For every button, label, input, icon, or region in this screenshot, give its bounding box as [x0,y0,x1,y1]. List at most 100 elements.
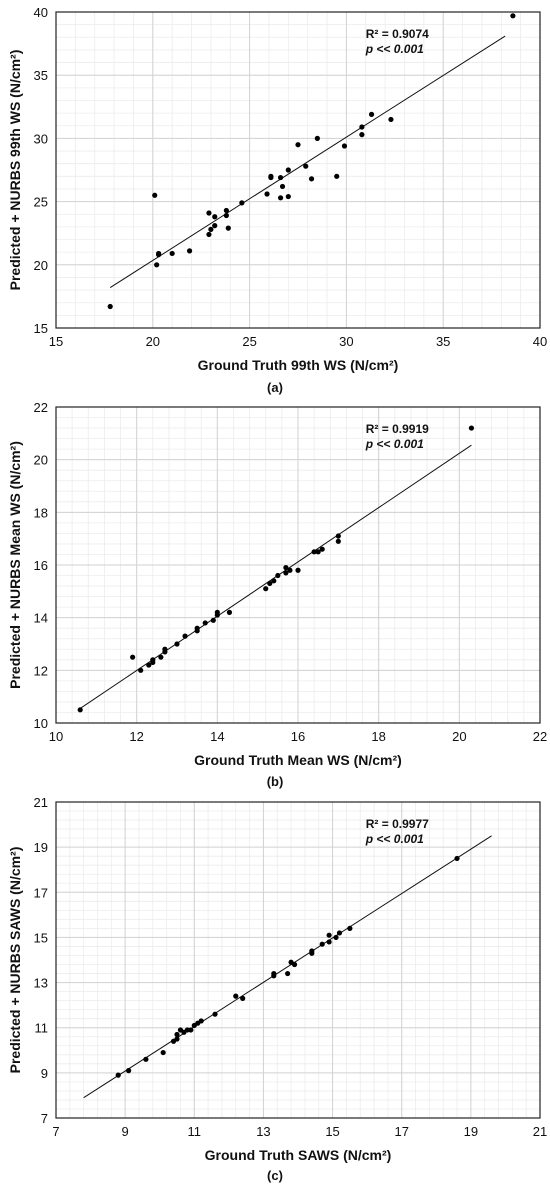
data-point [146,662,152,668]
x-tick-label: 14 [210,729,224,744]
x-tick-label: 30 [339,334,353,349]
data-point [182,633,188,639]
data-point [212,1011,218,1017]
chart-panel-a: 15 20 25 30 35 40 15 20 25 30 35 40 Ground Truth 99t… [0,0,550,395]
data-point [295,142,301,148]
x-axis-title: Ground Truth Mean WS (N/cm²) [194,752,402,768]
data-point [160,1049,166,1056]
x-tick-label: 35 [436,334,450,349]
data-point [359,124,365,130]
x-tick-label: 18 [371,729,385,744]
y-tick-label: 9 [41,1066,48,1081]
p-value-label: p << 0.001 [365,437,424,451]
data-point [295,567,301,573]
data-point [335,538,341,544]
data-point [454,855,460,862]
plot-frame [55,406,541,724]
x-tick-label: 20 [452,729,466,744]
x-tick-label: 15 [325,1124,339,1139]
scatter-chart-b: 10 12 14 16 18 20 22 10 12 14 16 18 20 22 Ground Truth… [7,400,547,768]
data-point [388,116,394,123]
data-point [107,303,113,310]
y-tick-label: 11 [35,1021,49,1036]
data-point [285,193,291,200]
data-point [275,572,281,579]
data-point [115,1072,121,1078]
regression-line [77,444,472,711]
data-point [347,925,353,931]
data-point [174,641,180,647]
y-tick-label: 30 [34,131,48,146]
regression-line [109,35,506,288]
data-point [283,570,289,576]
data-point [239,200,245,206]
y-tick-label: 22 [34,400,48,415]
r-squared-label: R² = 0.9977 [366,817,429,831]
data-point [212,214,218,220]
data-point [308,176,315,182]
data-point [359,132,365,138]
data-point [267,580,273,587]
data-point [326,932,332,938]
y-tick-label: 16 [34,558,48,573]
data-point [154,262,160,268]
data-point [214,609,220,615]
data-point [152,192,158,198]
data-point [223,207,229,214]
y-tick-label: 21 [34,795,48,810]
y-axis-title: Predicted + NURBS 99th WS (N/cm²) [7,50,23,291]
data-point [291,961,298,968]
data-point [336,930,343,936]
data-point [223,212,229,219]
data-point [335,533,341,539]
data-point [206,231,212,238]
y-tick-label: 25 [34,195,48,210]
data-point [186,248,193,254]
data-point [271,970,277,977]
y-tick-label: 15 [34,930,48,945]
r-squared-label: R² = 0.9919 [366,422,429,436]
panel-caption-b: (b) [266,774,284,789]
panel-caption-c: (c) [267,1168,283,1183]
data-point [287,567,293,573]
data-point [279,183,286,190]
x-tick-label: 7 [52,1124,59,1139]
data-point [341,143,348,149]
data-point [226,609,233,615]
data-point [333,934,339,941]
plot-frame [55,801,541,1119]
data-point [202,620,208,626]
y-tick-label: 15 [34,321,48,336]
x-tick-label: 13 [256,1124,270,1139]
data-point [283,565,289,571]
data-point [263,586,269,592]
y-tick-label: 12 [34,663,48,678]
data-point [326,939,332,945]
y-tick-label: 20 [34,258,48,273]
panel-caption-a: (a) [267,380,283,395]
data-point [162,646,168,652]
data-point [206,210,212,216]
x-tick-label: 15 [49,334,63,349]
regression-line [83,835,492,1099]
data-point [314,135,320,141]
scatter-chart-c: 7 9 11 13 15 17 19 21 7 9 11 13 15 17 19 21 Ground Truth… [7,795,547,1163]
y-tick-label: 35 [34,68,48,83]
x-axis-title: Ground Truth 99th WS (N/cm²) [198,357,399,373]
p-value-label: p << 0.001 [365,42,424,56]
data-point [77,707,83,713]
y-tick-label: 20 [34,453,48,468]
data-point [334,173,340,179]
x-tick-label: 25 [242,334,256,349]
x-tick-label: 12 [129,729,143,744]
data-point [271,578,277,584]
data-point [319,546,325,552]
grid [55,11,541,329]
y-tick-label: 7 [41,1111,48,1126]
y-tick-label: 14 [34,611,48,626]
data-point [158,654,164,660]
data-point [285,167,291,173]
data-point [368,111,375,117]
data-point [303,163,309,169]
data-point [174,1031,180,1038]
